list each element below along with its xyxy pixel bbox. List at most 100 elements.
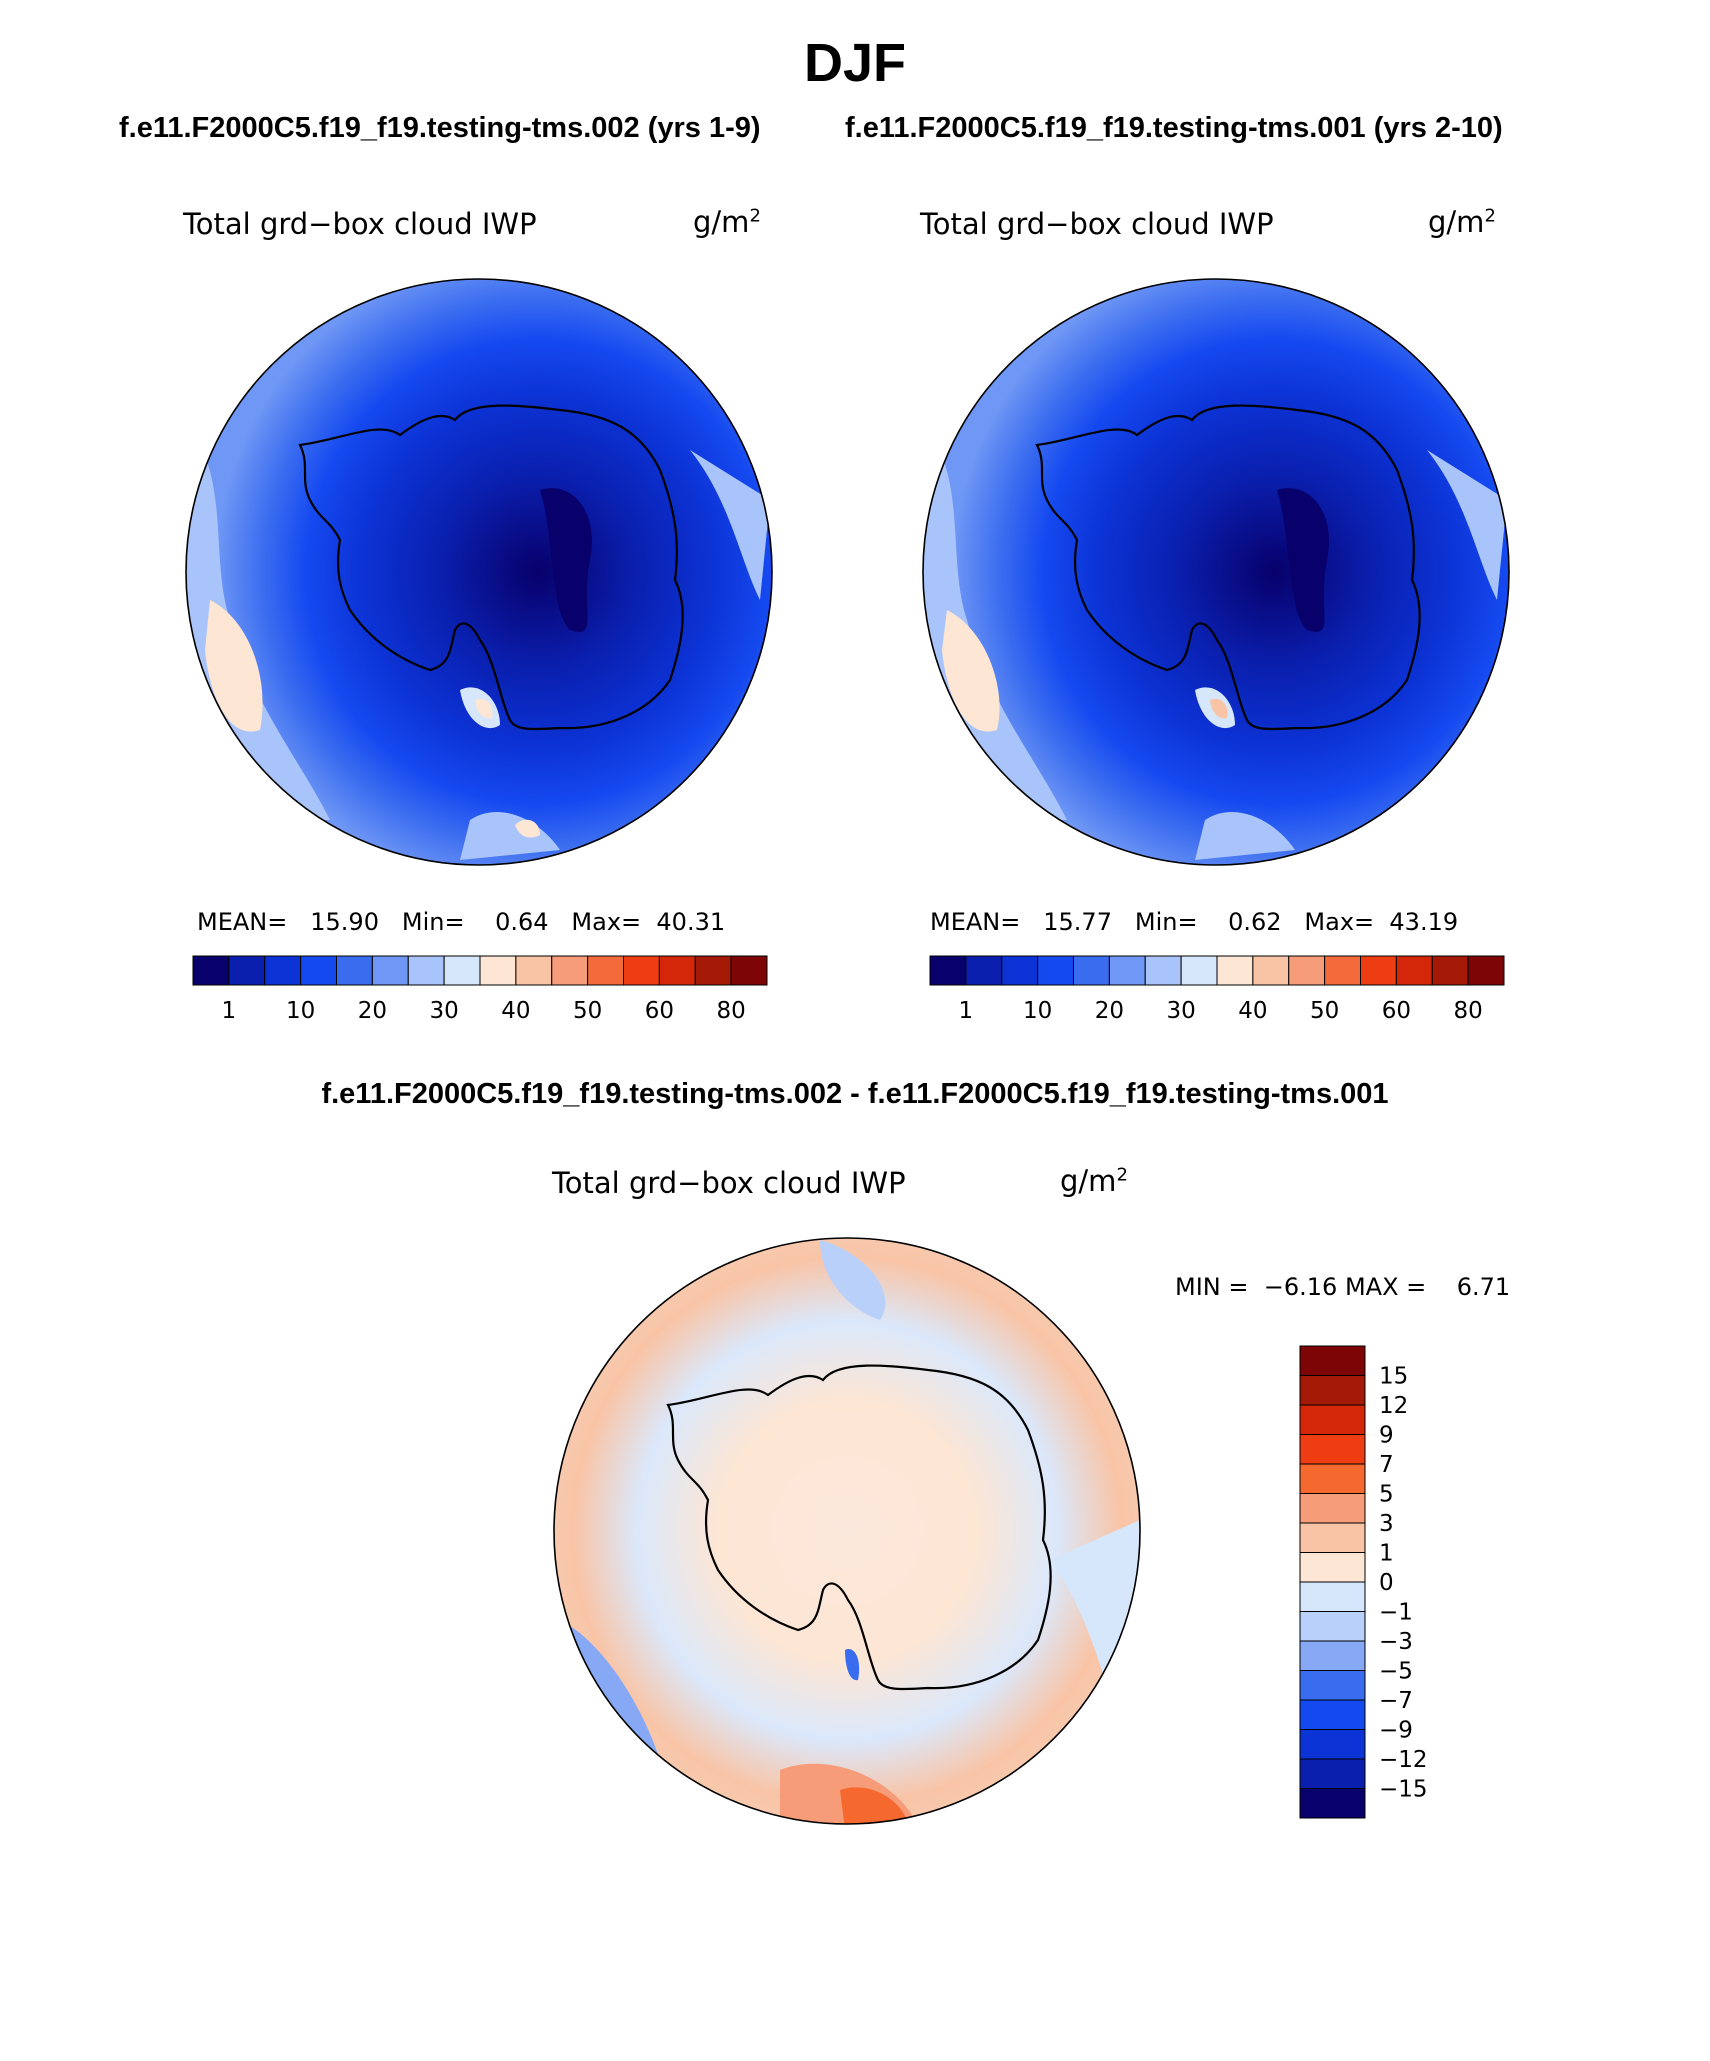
colorbar-left: 1 10 20 30 40 50 60 80 bbox=[192, 955, 768, 1024]
colorbar-difference-swatch bbox=[1299, 1463, 1366, 1494]
colorbar-left-swatch bbox=[623, 955, 660, 986]
colorbar-right-tick-label: 1 bbox=[959, 998, 974, 1024]
colorbar-right-tick-label: 20 bbox=[1095, 998, 1124, 1024]
units-label-left: g/m2 bbox=[693, 205, 761, 239]
colorbar-left-swatch bbox=[658, 955, 696, 986]
colorbar-difference-swatch bbox=[1299, 1345, 1366, 1376]
colorbar-left-swatch bbox=[551, 955, 589, 986]
colorbar-difference-tick-label: 7 bbox=[1379, 1452, 1394, 1478]
colorbar-left-swatch bbox=[479, 955, 517, 986]
colorbar-left-tick-label: 80 bbox=[716, 998, 745, 1024]
colorbar-right-swatch bbox=[1144, 955, 1182, 986]
colorbar-left-swatch bbox=[264, 955, 302, 986]
colorbar-difference-swatch bbox=[1299, 1552, 1366, 1583]
colorbar-left-swatch bbox=[443, 955, 481, 986]
colorbar-difference-swatch bbox=[1299, 1699, 1366, 1730]
colorbar-difference-tick-label: −12 bbox=[1379, 1747, 1428, 1773]
colorbar-left-swatch bbox=[192, 955, 230, 986]
colorbar-right-swatch bbox=[1180, 955, 1218, 986]
colorbar-difference-swatch bbox=[1299, 1640, 1366, 1671]
colorbar-right-tick-label: 60 bbox=[1382, 998, 1411, 1024]
variable-label-left: Total grd−box cloud IWP bbox=[183, 207, 537, 241]
stats-right: MEAN= 15.77 Min= 0.62 Max= 43.19 bbox=[930, 908, 1459, 936]
colorbar-difference-swatch bbox=[1299, 1670, 1366, 1701]
colorbar-left-swatch bbox=[407, 955, 445, 986]
colorbar-left-swatch bbox=[300, 955, 337, 986]
colorbar-right: 1 10 20 30 40 50 60 80 bbox=[929, 955, 1505, 1024]
colorbar-left-swatch bbox=[730, 955, 768, 986]
colorbar-difference-tick-label: −7 bbox=[1379, 1688, 1413, 1714]
colorbar-difference-swatch bbox=[1299, 1611, 1366, 1642]
colorbar-difference-tick-label: 15 bbox=[1379, 1364, 1408, 1390]
colorbar-right-swatch bbox=[1395, 955, 1433, 986]
colorbar-right-swatch bbox=[1216, 955, 1254, 986]
colorbar-left-tick-label: 30 bbox=[429, 998, 458, 1024]
units-label-right: g/m2 bbox=[1428, 205, 1496, 239]
colorbar-difference-tick-label: 9 bbox=[1379, 1423, 1394, 1449]
case-title-left: f.e11.F2000C5.f19_f19.testing-tms.002 (y… bbox=[119, 112, 761, 144]
colorbar-difference-swatch bbox=[1299, 1375, 1366, 1406]
antarctica-outline-right bbox=[1035, 404, 1421, 731]
colorbar-difference-tick-label: 5 bbox=[1379, 1482, 1394, 1508]
colorbar-difference-swatch bbox=[1299, 1581, 1366, 1612]
colorbar-right-swatch bbox=[1360, 955, 1397, 986]
colorbar-left-swatch bbox=[336, 955, 373, 986]
variable-label-right: Total grd−box cloud IWP bbox=[920, 207, 1274, 241]
colorbar-right-swatch bbox=[1431, 955, 1469, 986]
stats-left: MEAN= 15.90 Min= 0.64 Max= 40.31 bbox=[197, 908, 726, 936]
colorbar-left-swatch bbox=[694, 955, 732, 986]
colorbar-difference: 15 12 9 7 5 3 1 0 −1 −3 −5 −7 −9 −12 −15 bbox=[1299, 1345, 1428, 1819]
colorbar-difference-tick-label: 0 bbox=[1379, 1570, 1394, 1596]
colorbar-right-tick-label: 40 bbox=[1238, 998, 1267, 1024]
colorbar-difference-swatch bbox=[1299, 1434, 1366, 1465]
colorbar-left-tick-label: 20 bbox=[358, 998, 387, 1024]
diff-min-max: MIN = −6.16 MAX = 6.71 bbox=[1175, 1273, 1511, 1301]
colorbar-right-swatch bbox=[1467, 955, 1505, 986]
case-title-right: f.e11.F2000C5.f19_f19.testing-tms.001 (y… bbox=[845, 112, 1503, 144]
colorbar-difference-tick-label: −1 bbox=[1379, 1600, 1413, 1626]
colorbar-difference-tick-label: 3 bbox=[1379, 1511, 1394, 1537]
colorbar-difference-swatch bbox=[1299, 1404, 1366, 1435]
colorbar-right-swatch bbox=[1288, 955, 1326, 986]
colorbar-right-swatch bbox=[929, 955, 967, 986]
colorbar-left-swatch bbox=[371, 955, 409, 986]
colorbar-difference-swatch bbox=[1299, 1729, 1366, 1760]
colorbar-difference-tick-label: −9 bbox=[1379, 1718, 1413, 1744]
colorbar-difference-tick-label: 1 bbox=[1379, 1541, 1394, 1567]
antarctica-outline-diff bbox=[666, 1364, 1052, 1691]
map-border-right bbox=[922, 278, 1510, 866]
colorbar-left-tick-label: 1 bbox=[222, 998, 237, 1024]
colorbar-left-tick-label: 50 bbox=[573, 998, 602, 1024]
colorbar-right-swatch bbox=[1108, 955, 1146, 986]
colorbar-difference-tick-label: 12 bbox=[1379, 1393, 1408, 1419]
colorbar-left-swatch bbox=[587, 955, 624, 986]
difference-title: f.e11.F2000C5.f19_f19.testing-tms.002 - … bbox=[321, 1078, 1389, 1110]
colorbar-left-tick-label: 40 bbox=[501, 998, 530, 1024]
colorbar-left-swatch bbox=[515, 955, 553, 986]
colorbar-right-tick-label: 50 bbox=[1310, 998, 1339, 1024]
colorbar-right-swatch bbox=[1324, 955, 1361, 986]
map-border-diff bbox=[553, 1237, 1141, 1825]
colorbar-difference-swatch bbox=[1299, 1758, 1366, 1789]
colorbar-right-tick-label: 30 bbox=[1166, 998, 1195, 1024]
colorbar-left-tick-label: 60 bbox=[645, 998, 674, 1024]
antarctica-outline-left bbox=[298, 404, 684, 731]
colorbar-right-tick-label: 80 bbox=[1453, 998, 1482, 1024]
colorbar-difference-tick-label: −3 bbox=[1379, 1629, 1413, 1655]
map-border-left bbox=[185, 278, 773, 866]
colorbar-left-tick-label: 10 bbox=[286, 998, 315, 1024]
colorbar-right-swatch bbox=[1037, 955, 1074, 986]
colorbar-difference-tick-label: −5 bbox=[1379, 1659, 1413, 1685]
colorbar-difference-swatch bbox=[1299, 1522, 1366, 1553]
colorbar-left-swatch bbox=[228, 955, 266, 986]
variable-label-diff: Total grd−box cloud IWP bbox=[552, 1166, 906, 1200]
colorbar-difference-swatch bbox=[1299, 1788, 1366, 1819]
colorbar-right-swatch bbox=[1252, 955, 1290, 986]
colorbar-right-swatch bbox=[1001, 955, 1039, 986]
units-label-diff: g/m2 bbox=[1060, 1164, 1128, 1198]
colorbar-right-swatch bbox=[965, 955, 1003, 986]
colorbar-difference-swatch bbox=[1299, 1493, 1366, 1524]
colorbar-difference-tick-label: −15 bbox=[1379, 1777, 1428, 1803]
season-title: DJF bbox=[803, 33, 906, 93]
